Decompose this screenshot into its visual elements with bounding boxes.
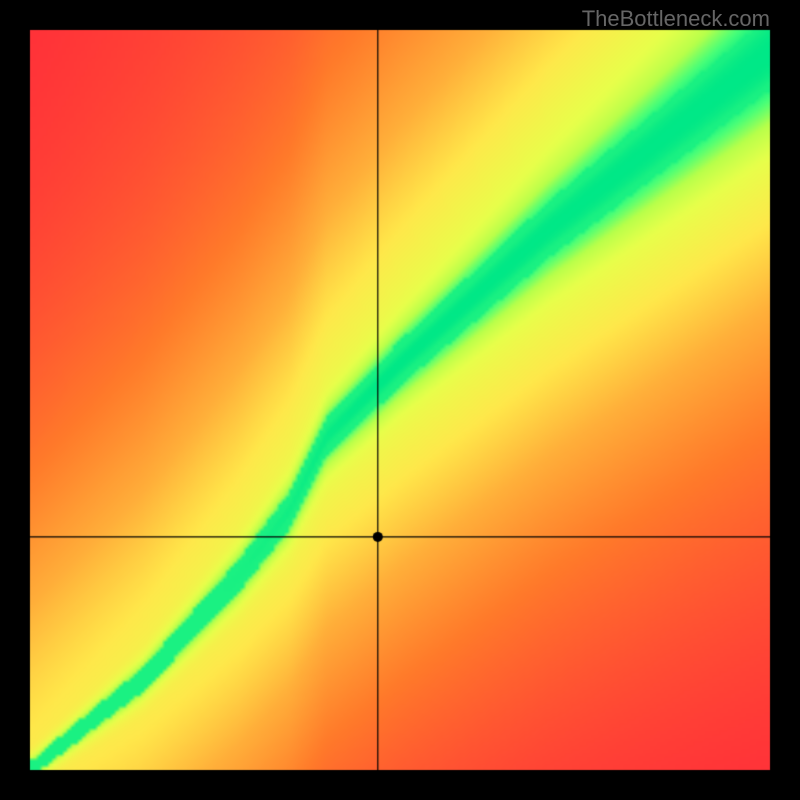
watermark-text: TheBottleneck.com xyxy=(582,6,770,32)
heatmap-canvas xyxy=(0,0,800,800)
